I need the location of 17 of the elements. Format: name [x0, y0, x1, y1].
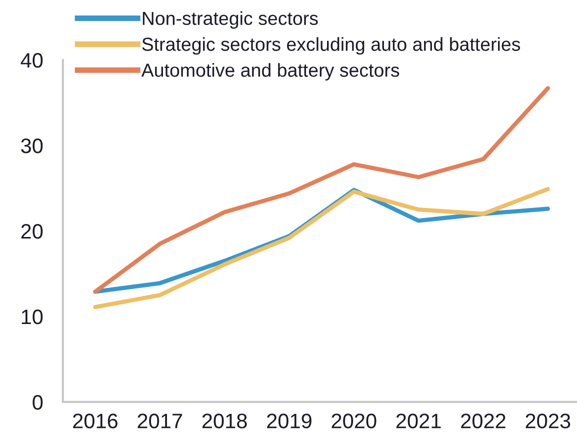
y-tick-label: 10	[22, 309, 43, 324]
x-tick-label: 2019	[267, 414, 312, 428]
x-tick-label: 2018	[202, 414, 247, 428]
y-tick-label: 0	[32, 394, 43, 410]
x-tick-label: 2023	[526, 414, 570, 428]
line-series	[93, 86, 550, 294]
y-tick-label: 30	[21, 138, 43, 154]
legend-label: Automotive and battery sectors	[141, 63, 400, 81]
x-tick-label: 2021	[396, 414, 441, 428]
x-tick-label: 2022	[461, 414, 506, 428]
legend-label: Strategic sectors excluding auto and batteries	[142, 37, 520, 55]
x-tick-label: 2017	[138, 414, 182, 428]
x-tick-label: 2020	[332, 414, 376, 428]
y-tick-label: 20	[21, 224, 43, 239]
x-tick-label: 2016	[73, 414, 118, 428]
y-tick-label: 40	[20, 52, 43, 68]
legend-label: Non-strategic sectors	[142, 11, 318, 29]
